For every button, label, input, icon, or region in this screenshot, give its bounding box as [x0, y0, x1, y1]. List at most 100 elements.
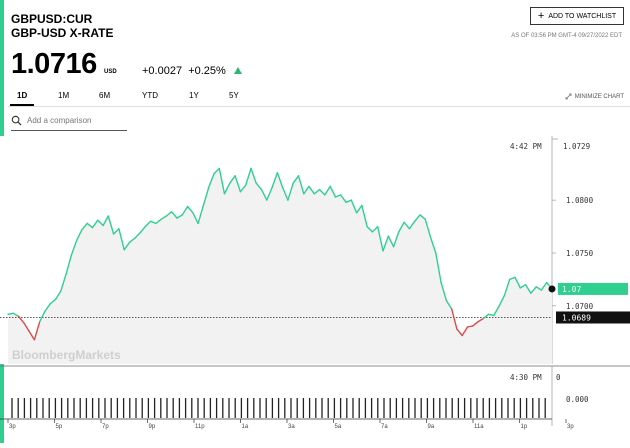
price-line-segment [128, 237, 136, 244]
price-line-segment [112, 227, 120, 235]
price-line-segment [12, 312, 20, 318]
price-line-segment [350, 199, 358, 214]
minimize-chart-button[interactable]: MINIMIZE CHART [565, 93, 624, 100]
price-line-segment [250, 167, 257, 184]
current-price-label: 1.07 [562, 285, 581, 294]
price-line-segment [266, 186, 273, 201]
price-line-segment [361, 204, 368, 228]
price-line-segment [186, 205, 194, 214]
price-line-segment [139, 225, 147, 234]
price-line-segment [160, 215, 168, 220]
price-line-segment [345, 199, 352, 204]
price-line-segment [39, 310, 46, 323]
price-line-segment [392, 231, 400, 248]
price-line-segment [33, 320, 41, 341]
price-line-segment [213, 167, 221, 175]
price-line-segment [440, 281, 448, 302]
price-line-segment [461, 326, 469, 337]
tab-6m[interactable]: 6M [99, 91, 111, 100]
plus-icon: + [537, 9, 545, 22]
price-line-segment [91, 219, 99, 229]
price-line-segment [218, 167, 226, 195]
price-line-segment [414, 214, 421, 223]
price-tick-label: 1.0750 [566, 249, 594, 258]
price-line-segment [303, 185, 310, 195]
price-line-segment [366, 225, 374, 233]
price-line-segment [28, 330, 36, 341]
price-line-segment [371, 225, 379, 233]
volume-value-label: 0.000 [566, 395, 589, 404]
price-line-segment [86, 222, 94, 229]
price-line-segment [202, 186, 210, 207]
volume-time-label: 4:30 PM [510, 373, 542, 382]
price-line-segment [498, 294, 506, 307]
time-tick-label: 5a [335, 424, 342, 430]
tab-1y[interactable]: 1Y [189, 91, 199, 100]
volume-left-value: 0 [556, 373, 561, 382]
price-tick-label: 1.0700 [566, 302, 594, 311]
price-line-segment [271, 172, 279, 189]
price-line-segment [466, 325, 474, 328]
price-line-segment [408, 220, 416, 230]
price-line-segment [403, 221, 411, 230]
tab-1d[interactable]: 1D [17, 91, 28, 100]
price-line-segment [144, 220, 152, 228]
price-chart[interactable]: BloombergMarkets 1.0800 1.0750 1.0700 4:42 P… [0, 136, 630, 443]
price-line-segment [17, 315, 25, 324]
price-tick-label: 1.0800 [566, 196, 594, 205]
price-line-segment [530, 286, 537, 294]
time-tick-label: 3p [9, 424, 16, 430]
price-line-segment [334, 194, 342, 198]
search-icon [11, 115, 22, 126]
price-line-segment [313, 188, 321, 195]
price-line-segment [514, 276, 521, 289]
price-line-segment [118, 227, 125, 251]
time-tick-label: 3p [567, 424, 574, 430]
price-line-segment [451, 308, 458, 330]
price-line-segment [456, 328, 463, 337]
time-tick-label: 1a [242, 424, 249, 430]
price-currency: USD [104, 69, 117, 75]
add-to-watchlist-button[interactable]: + ADD TO WATCHLIST [530, 7, 624, 25]
tab-1m[interactable]: 1M [58, 91, 70, 100]
price-line-segment [324, 185, 331, 196]
price-line-segment [102, 215, 110, 227]
time-tick-label: 1p [521, 424, 528, 430]
up-arrow-icon [234, 67, 242, 74]
price-line-segment [107, 215, 115, 235]
current-price-dot [548, 285, 556, 293]
price-line-segment [477, 317, 484, 323]
price-line-segment [355, 204, 363, 214]
price-line-segment [60, 273, 67, 292]
price-line-segment [229, 175, 236, 184]
price-line-segment [81, 222, 88, 231]
price-line-segment [524, 283, 532, 294]
symbol-ticker: GBPUSD:CUR [11, 12, 93, 26]
price-line-segment [260, 188, 268, 201]
tab-ytd[interactable]: YTD [142, 91, 158, 100]
time-tick-label: 11p [195, 424, 205, 430]
price-line-segment [44, 302, 51, 312]
time-tick-label: 7p [102, 424, 109, 430]
comparison-input[interactable] [27, 115, 122, 125]
time-tick-label: 9p [149, 424, 156, 430]
comparison-search [11, 110, 127, 131]
price-change: +0.0027 +0.25% [142, 65, 226, 77]
tab-5y[interactable]: 5Y [229, 91, 239, 100]
price-line-segment [340, 194, 347, 204]
active-tab-indicator [10, 104, 34, 106]
price-line-segment [519, 283, 527, 289]
time-tick-label: 3a [288, 424, 295, 430]
price-line-segment [509, 276, 516, 281]
high-value-label: 1.0729 [563, 142, 590, 151]
price-line-segment [23, 322, 30, 332]
price-area [8, 168, 552, 364]
price-line-segment [540, 281, 548, 291]
price-line-segment [318, 188, 326, 196]
price-line-segment [482, 313, 490, 320]
price-line-segment [234, 175, 242, 193]
price-line-segment [503, 278, 511, 297]
price-line-segment [75, 228, 83, 242]
price-line-segment [377, 225, 384, 252]
price-line-segment [435, 252, 442, 284]
